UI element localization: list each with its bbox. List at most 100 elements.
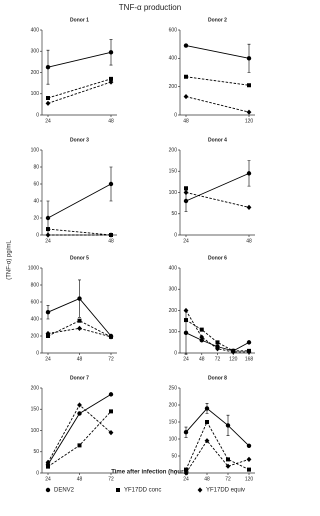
data-point [108,334,114,340]
y-axis-label: (TNF-α) pg/mL [7,240,13,280]
series-line [185,192,250,208]
data-point [226,457,230,462]
y-tick-label: 1000 [28,265,39,271]
x-tick-label: 48 [108,238,114,244]
data-point [215,340,220,345]
x-tick-label: 24 [45,356,51,362]
y-tick-label: 200 [169,147,178,153]
y-tick-label: 200 [169,308,178,314]
data-point [108,232,114,238]
series-line [185,439,250,474]
panel-title: Donor 7 [70,375,89,381]
x-tick-label: 48 [204,476,210,482]
y-tick-label: 300 [169,287,178,293]
x-tick-label: 168 [245,356,254,362]
y-tick-label: 200 [169,402,178,408]
x-tick-label: 24 [45,476,51,482]
axis [41,30,117,116]
data-point [77,411,82,416]
x-tick-label: 72 [108,476,114,482]
y-tick-label: 800 [31,282,40,288]
data-point [45,100,51,106]
panel-title: Donor 1 [70,17,89,23]
data-point [45,310,51,315]
y-tick-label: 200 [31,70,40,76]
x-tick-label: 24 [183,476,189,482]
data-point [199,338,204,343]
y-tick-label: 0 [36,470,39,476]
data-point [204,406,210,411]
y-tick-label: 0 [36,350,39,356]
data-point [246,109,252,115]
series-line [47,81,112,104]
y-tick-label: 200 [31,385,40,391]
y-tick-label: 50 [171,453,177,459]
axis [179,30,255,116]
x-tick-label: 72 [215,356,221,362]
data-point [230,349,236,355]
legend-marker [45,487,51,493]
data-point [183,43,189,48]
y-tick-label: 50 [33,449,39,455]
y-tick-label: 20 [33,215,39,221]
y-tick-label: 100 [169,190,178,196]
x-tick-label: 48 [246,238,252,244]
x-tick-label: 120 [229,356,238,362]
data-point [46,96,50,100]
axis [41,388,117,474]
y-tick-label: 100 [31,428,40,434]
y-tick-label: 150 [169,169,178,175]
legend-label: YF17DD equiv [206,488,245,494]
series-line [47,327,112,338]
panel-title: Donor 5 [70,255,89,261]
series-line [185,420,250,471]
y-tick-label: 80 [33,164,39,170]
axis [41,150,117,236]
panel-title: Donor 3 [70,137,89,143]
y-tick-label: 400 [169,265,178,271]
data-point [77,443,82,448]
y-tick-label: 400 [31,316,40,322]
y-tick-label: 600 [169,27,178,33]
series-line [185,319,249,352]
data-point [204,438,210,444]
legend-marker [197,487,203,493]
data-point [77,296,82,301]
y-tick-label: 40 [33,198,39,204]
y-tick-label: 300 [31,49,40,55]
data-point [246,349,252,355]
axis [179,268,255,354]
y-tick-label: 600 [31,299,40,305]
data-point [184,318,188,323]
data-point [77,402,82,408]
y-tick-label: 100 [169,436,178,442]
data-point [246,171,252,176]
x-tick-label: 24 [45,118,51,124]
y-tick-label: 50 [171,211,177,217]
x-tick-label: 72 [108,356,114,362]
data-point [184,74,188,79]
data-point [109,76,113,81]
figure: TNF-α production (TNF-α) pg/mL Time afte… [7,3,255,494]
y-tick-label: 100 [31,91,40,97]
data-point [183,470,189,476]
legend-marker [116,488,120,492]
y-tick-label: 0 [174,112,177,118]
x-tick-label: 48 [183,118,189,124]
y-tick-label: 60 [33,181,39,187]
figure-title: TNF-α production [119,3,181,12]
data-point [246,56,252,61]
x-tick-label: 24 [45,238,51,244]
x-tick-label: 48 [108,118,114,124]
data-point [45,64,51,70]
y-tick-label: 100 [31,147,40,153]
series-line [185,172,250,202]
series-line [47,51,112,68]
data-point [108,181,114,187]
y-tick-label: 150 [169,419,178,425]
axis [179,388,255,474]
series-line [47,411,112,467]
axis [179,150,255,236]
y-tick-label: 0 [36,232,39,238]
series-line [185,96,250,113]
